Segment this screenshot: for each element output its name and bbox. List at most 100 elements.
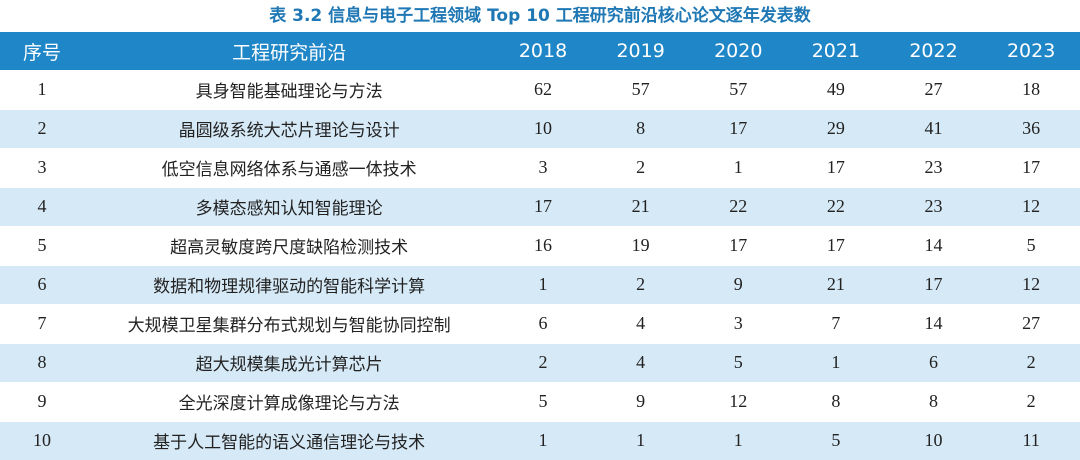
cell-2022: 17 [884,265,983,305]
cell-2022: 27 [884,70,983,110]
row-topic: 低空信息网络体系与通感一体技术 [84,148,495,188]
cell-2023: 17 [982,148,1080,188]
row-topic: 晶圆级系统大芯片理论与设计 [84,109,495,149]
cell-2023: 18 [982,70,1080,110]
cell-2022: 8 [884,382,983,422]
row-index: 5 [0,226,85,266]
papers-table: 序号 工程研究前沿 2018 2019 2020 2021 2022 2023 … [0,32,1080,460]
cell-2018: 6 [494,304,592,344]
row-topic: 数据和物理规律驱动的智能科学计算 [84,265,495,305]
header-year-2022: 2022 [909,40,958,62]
header-topic: 工程研究前沿 [232,41,347,64]
cell-2020: 22 [689,187,788,227]
row-topic: 基于人工智能的语义通信理论与技术 [84,421,495,460]
cell-2018: 5 [494,382,592,422]
cell-2019: 2 [591,148,690,188]
table-row: 5 超高灵敏度跨尺度缺陷检测技术 16 19 17 17 14 5 [0,226,1080,266]
row-topic: 全光深度计算成像理论与方法 [84,382,495,422]
cell-2019: 21 [591,187,690,227]
row-index: 6 [0,265,85,305]
cell-2023: 2 [982,382,1080,422]
cell-2018: 62 [494,70,592,110]
cell-2021: 5 [787,421,885,460]
cell-2020: 5 [689,343,788,383]
cell-2018: 16 [494,226,592,266]
cell-2023: 12 [982,265,1080,305]
cell-2022: 10 [884,421,983,460]
cell-2023: 12 [982,187,1080,227]
row-topic: 大规模卫星集群分布式规划与智能协同控制 [84,304,495,344]
row-topic: 具身智能基础理论与方法 [84,70,495,110]
row-topic: 多模态感知认知智能理论 [84,187,495,227]
table-row: 1 具身智能基础理论与方法 62 57 57 49 27 18 [0,70,1080,110]
row-index: 4 [0,187,85,227]
table-caption: 表 3.2 信息与电子工程领域 Top 10 工程研究前沿核心论文逐年发表数 [269,6,811,26]
cell-2019: 19 [591,226,690,266]
cell-2022: 23 [884,187,983,227]
cell-2021: 17 [787,226,885,266]
cell-2021: 29 [787,109,885,149]
table-row: 2 晶圆级系统大芯片理论与设计 10 8 17 29 41 36 [0,109,1080,149]
cell-2019: 4 [591,304,690,344]
cell-2021: 8 [787,382,885,422]
cell-2020: 1 [689,421,788,460]
header-year-2021: 2021 [811,40,861,62]
table-body: 1 具身智能基础理论与方法 62 57 57 49 27 18 2 晶圆级系统大… [0,70,1080,460]
row-index: 8 [0,343,85,383]
cell-2019: 8 [591,109,690,149]
row-index: 10 [0,421,85,460]
cell-2021: 21 [787,265,885,305]
table-row: 7 大规模卫星集群分布式规划与智能协同控制 6 4 3 7 14 27 [0,304,1080,344]
row-topic: 超大规模集成光计算芯片 [84,343,495,383]
header-year-2018: 2018 [518,40,568,62]
cell-2019: 4 [591,343,690,383]
cell-2018: 3 [494,148,592,188]
cell-2019: 1 [591,421,690,460]
header-year-2023: 2023 [1006,40,1056,62]
cell-2022: 41 [884,109,983,149]
cell-2022: 23 [884,148,983,188]
table-header-row: 序号 工程研究前沿 2018 2019 2020 2021 2022 2023 [0,32,1080,70]
cell-2020: 9 [689,265,788,305]
row-topic: 超高灵敏度跨尺度缺陷检测技术 [84,226,495,266]
table-row: 3 低空信息网络体系与通感一体技术 3 2 1 17 23 17 [0,148,1080,188]
cell-2022: 6 [884,343,983,383]
table-row: 10 基于人工智能的语义通信理论与技术 1 1 1 5 10 11 [0,421,1080,460]
row-index: 7 [0,304,85,344]
cell-2020: 1 [689,148,788,188]
cell-2023: 2 [982,343,1080,383]
cell-2018: 10 [494,109,592,149]
cell-2023: 36 [982,109,1080,149]
cell-2018: 17 [494,187,592,227]
cell-2018: 2 [494,343,592,383]
table-row: 9 全光深度计算成像理论与方法 5 9 12 8 8 2 [0,382,1080,422]
cell-2023: 11 [982,421,1080,460]
cell-2021: 17 [787,148,885,188]
cell-2021: 22 [787,187,885,227]
cell-2018: 1 [494,265,592,305]
cell-2018: 1 [494,421,592,460]
cell-2022: 14 [884,304,983,344]
cell-2021: 1 [787,343,885,383]
cell-2019: 9 [591,382,690,422]
row-index: 1 [0,70,85,110]
cell-2020: 17 [689,109,788,149]
cell-2022: 14 [884,226,983,266]
row-index: 3 [0,148,85,188]
header-index: 序号 [23,41,62,64]
cell-2020: 17 [689,226,788,266]
table-row: 6 数据和物理规律驱动的智能科学计算 1 2 9 21 17 12 [0,265,1080,305]
cell-2023: 27 [982,304,1080,344]
cell-2021: 49 [787,70,885,110]
row-index: 9 [0,382,85,422]
cell-2023: 5 [982,226,1080,266]
cell-2020: 12 [689,382,788,422]
cell-2019: 2 [591,265,690,305]
cell-2020: 3 [689,304,788,344]
cell-2021: 7 [787,304,885,344]
header-year-2020: 2020 [714,40,763,62]
table-row: 8 超大规模集成光计算芯片 2 4 5 1 6 2 [0,343,1080,383]
header-year-2019: 2019 [616,40,665,62]
table-row: 4 多模态感知认知智能理论 17 21 22 22 23 12 [0,187,1080,227]
